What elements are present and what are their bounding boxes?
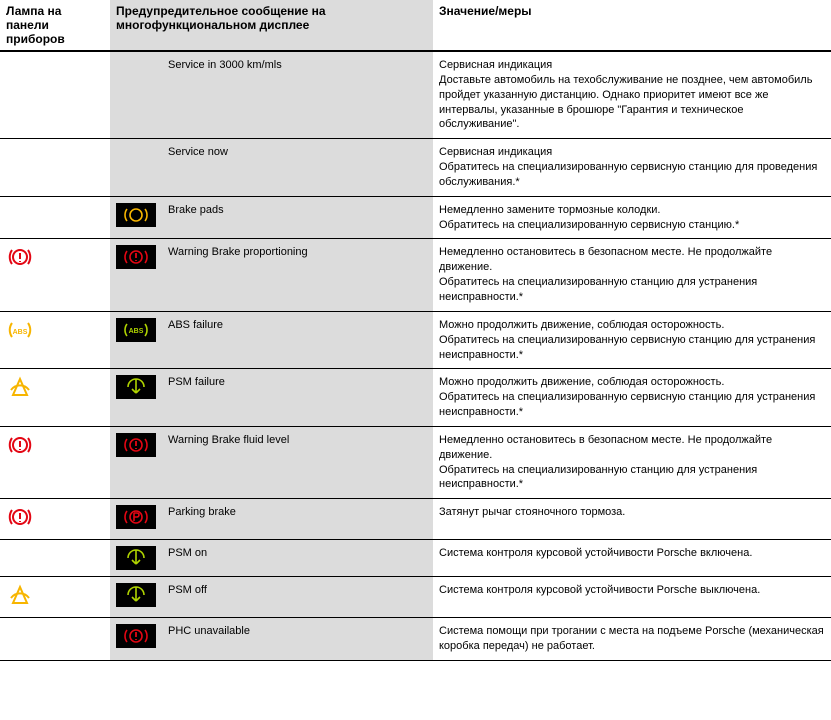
cell-display-lamp (110, 51, 158, 139)
col-header-display-message: Предупредительное сообщение на многофунк… (110, 0, 433, 51)
cell-display-lamp (110, 139, 158, 197)
table-row: Warning Brake proportioningНемедленно ос… (0, 239, 831, 311)
panel-lamp-icon (6, 375, 34, 403)
cell-message: PSM off (158, 577, 433, 618)
table-row: PSM offСистема контроля курсовой устойчи… (0, 577, 831, 618)
cell-meaning: Можно продолжить движение, соблюдая осто… (433, 369, 831, 427)
cell-meaning: Сервисная индикацияОбратитесь на специал… (433, 139, 831, 197)
cell-display-lamp: ABS (110, 311, 158, 369)
cell-panel-lamp (0, 577, 110, 618)
cell-display-lamp (110, 369, 158, 427)
cell-display-lamp (110, 499, 158, 540)
cell-message: Parking brake (158, 499, 433, 540)
cell-message: PSM failure (158, 369, 433, 427)
cell-message: ABS failure (158, 311, 433, 369)
cell-display-lamp (110, 577, 158, 618)
display-lamp-icon (116, 583, 156, 607)
cell-display-lamp (110, 196, 158, 239)
cell-panel-lamp (0, 499, 110, 540)
svg-text:ABS: ABS (13, 329, 28, 336)
display-lamp-icon (116, 546, 156, 570)
svg-text:ABS: ABS (129, 328, 144, 335)
cell-panel-lamp (0, 426, 110, 498)
table-row: PSM failureМожно продолжить движение, со… (0, 369, 831, 427)
cell-meaning: Немедленно остановитесь в безопасном мес… (433, 426, 831, 498)
display-lamp-icon (116, 203, 156, 227)
display-lamp-icon (116, 505, 156, 529)
table-row: Service nowСервисная индикацияОбратитесь… (0, 139, 831, 197)
cell-panel-lamp (0, 139, 110, 197)
panel-lamp-icon: ABS (6, 318, 34, 346)
cell-message: Brake pads (158, 196, 433, 239)
display-lamp-icon: ABS (116, 318, 156, 342)
cell-meaning: Можно продолжить движение, соблюдая осто… (433, 311, 831, 369)
cell-display-lamp (110, 540, 158, 577)
cell-meaning: Немедленно остановитесь в безопасном мес… (433, 239, 831, 311)
table-row: Brake padsНемедленно замените тормозные … (0, 196, 831, 239)
panel-lamp-icon (6, 505, 34, 533)
cell-panel-lamp (0, 51, 110, 139)
display-lamp-icon (116, 245, 156, 269)
cell-meaning: Сервисная индикацияДоставьте автомобиль … (433, 51, 831, 139)
cell-meaning: Система контроля курсовой устойчивости P… (433, 577, 831, 618)
cell-message: Warning Brake fluid level (158, 426, 433, 498)
cell-message: PSM on (158, 540, 433, 577)
warning-table: Лампа на панели приборов Предупредительн… (0, 0, 831, 661)
cell-message: PHC unavailable (158, 618, 433, 661)
cell-message: Warning Brake proportioning (158, 239, 433, 311)
cell-meaning: Затянут рычаг стояночного тормоза. (433, 499, 831, 540)
cell-panel-lamp (0, 618, 110, 661)
display-lamp-icon (116, 375, 156, 399)
cell-panel-lamp (0, 369, 110, 427)
cell-panel-lamp: ABS (0, 311, 110, 369)
cell-panel-lamp (0, 239, 110, 311)
cell-panel-lamp (0, 540, 110, 577)
panel-lamp-icon (6, 433, 34, 461)
display-lamp-icon (116, 624, 156, 648)
table-row: ABS ABS ABS failureМожно продолжить движен… (0, 311, 831, 369)
cell-meaning: Система контроля курсовой устойчивости P… (433, 540, 831, 577)
table-row: Warning Brake fluid levelНемедленно оста… (0, 426, 831, 498)
table-row: PSM onСистема контроля курсовой устойчив… (0, 540, 831, 577)
panel-lamp-icon (6, 583, 34, 611)
col-header-panel-lamp: Лампа на панели приборов (0, 0, 110, 51)
display-lamp-icon (116, 433, 156, 457)
table-row: Service in 3000 km/mlsСервисная индикаци… (0, 51, 831, 139)
cell-display-lamp (110, 618, 158, 661)
table-row: PHC unavailableСистема помощи при троган… (0, 618, 831, 661)
cell-panel-lamp (0, 196, 110, 239)
cell-display-lamp (110, 426, 158, 498)
cell-message: Service now (158, 139, 433, 197)
table-row: Parking brakeЗатянут рычаг стояночного т… (0, 499, 831, 540)
panel-lamp-icon (6, 245, 34, 273)
cell-meaning: Система помощи при трогании с места на п… (433, 618, 831, 661)
cell-display-lamp (110, 239, 158, 311)
col-header-meaning: Значение/меры (433, 0, 831, 51)
cell-meaning: Немедленно замените тормозные колодки.Об… (433, 196, 831, 239)
cell-message: Service in 3000 km/mls (158, 51, 433, 139)
